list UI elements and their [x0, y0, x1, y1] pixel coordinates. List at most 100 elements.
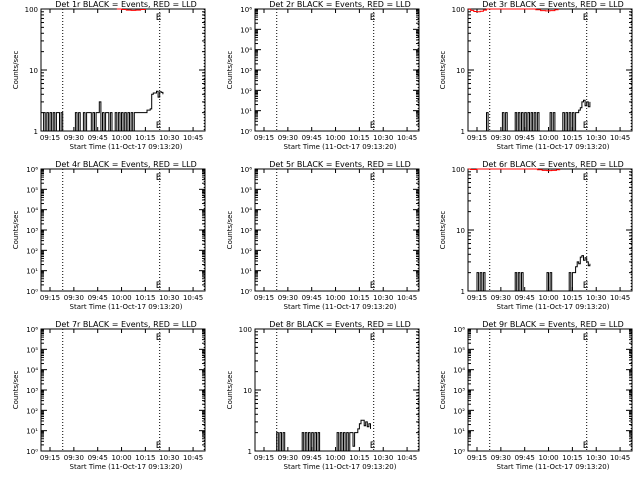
y-tick-label: 10⁰ [240, 128, 252, 136]
y-tick-label: 10⁰ [26, 448, 38, 456]
chart-title: Det 9r BLACK = Events, RED = LLD [482, 320, 624, 329]
x-tick-label: 10:15 [135, 294, 155, 302]
x-tick-label: 10:30 [373, 134, 393, 142]
y-tick-label: 10³ [26, 227, 38, 235]
y-tick-label: 10² [240, 247, 252, 255]
event-marker-bottom: E [156, 121, 162, 131]
y-tick-label: 10⁶ [240, 166, 252, 174]
event-marker-top: E [156, 333, 162, 343]
x-tick-label: 09:30 [491, 134, 511, 142]
y-tick-label: 10⁴ [453, 367, 465, 375]
x-tick-label: 09:45 [302, 454, 322, 462]
y-tick-label: 10⁵ [26, 186, 38, 194]
x-tick-label: 10:00 [111, 294, 131, 302]
plot-frame [467, 328, 633, 452]
x-tick-label: 09:15 [40, 134, 60, 142]
event-marker-top: E [370, 333, 376, 343]
x-axis-label: Start Time (11-Oct-17 09:13:20) [70, 463, 183, 471]
chart-title: Det 2r BLACK = Events, RED = LLD [269, 0, 411, 9]
x-axis-label: Start Time (11-Oct-17 09:13:20) [497, 463, 610, 471]
x-axis-label: Start Time (11-Oct-17 09:13:20) [497, 303, 610, 311]
y-tick-label: 10⁶ [453, 326, 465, 334]
x-tick-label: 10:45 [610, 134, 630, 142]
x-tick-label: 09:45 [302, 294, 322, 302]
x-tick-label: 09:15 [254, 454, 274, 462]
y-tick-label: 1 [248, 448, 252, 456]
x-tick-label: 09:45 [302, 134, 322, 142]
event-marker-top: E [370, 13, 376, 23]
x-tick-label: 09:15 [467, 294, 487, 302]
y-tick-label: 1 [34, 128, 38, 136]
x-tick-label: 09:30 [491, 454, 511, 462]
x-tick-label: 10:00 [538, 454, 558, 462]
y-axis-label: Counts/sec [439, 371, 447, 410]
x-tick-label: 09:30 [278, 294, 298, 302]
x-tick-label: 09:15 [254, 134, 274, 142]
y-tick-label: 10² [26, 407, 38, 415]
x-tick-label: 09:45 [515, 134, 535, 142]
x-tick-label: 09:30 [278, 134, 298, 142]
x-tick-label: 10:00 [538, 294, 558, 302]
y-tick-label: 10⁵ [240, 186, 252, 194]
x-tick-label: 10:00 [325, 134, 345, 142]
y-tick-label: 10³ [26, 387, 38, 395]
x-tick-label: 10:15 [562, 454, 582, 462]
y-tick-label: 10¹ [26, 428, 38, 436]
x-axis-label: Start Time (11-Oct-17 09:13:20) [497, 143, 610, 151]
x-tick-label: 09:15 [254, 294, 274, 302]
x-tick-label: 09:45 [88, 454, 108, 462]
x-tick-label: 10:30 [159, 134, 179, 142]
chart-title: Det 7r BLACK = Events, RED = LLD [55, 320, 197, 329]
y-tick-label: 10³ [240, 227, 252, 235]
y-tick-label: 10⁶ [26, 166, 38, 174]
chart-title: Det 6r BLACK = Events, RED = LLD [482, 160, 624, 169]
x-tick-label: 10:30 [586, 454, 606, 462]
chart-panel-5: Det 5r BLACK = Events, RED = LLD 09:15 09:… [226, 160, 420, 311]
x-tick-label: 10:45 [397, 294, 417, 302]
event-marker-bottom: E [583, 121, 589, 131]
x-tick-label: 10:30 [586, 294, 606, 302]
y-tick-label: 10³ [453, 387, 465, 395]
y-axis-label: Counts/sec [12, 51, 20, 90]
y-tick-label: 10² [26, 247, 38, 255]
chart-title: Det 5r BLACK = Events, RED = LLD [269, 160, 411, 169]
x-tick-label: 09:15 [40, 454, 60, 462]
y-tick-label: 10¹ [240, 268, 252, 276]
x-tick-label: 10:45 [397, 454, 417, 462]
y-tick-label: 10⁴ [26, 207, 38, 215]
x-tick-label: 10:30 [159, 294, 179, 302]
event-marker-bottom: E [370, 281, 376, 291]
x-tick-label: 10:00 [538, 134, 558, 142]
x-tick-label: 10:30 [373, 454, 393, 462]
y-axis-label: Counts/sec [226, 211, 234, 250]
chart-panel-2: Det 2r BLACK = Events, RED = LLD 09:15 09:… [226, 0, 420, 151]
y-tick-label: 10⁵ [453, 346, 465, 354]
x-tick-label: 10:15 [562, 294, 582, 302]
chart-panel-7: Det 7r BLACK = Events, RED = LLD 09:15 09:… [12, 320, 206, 471]
x-tick-label: 10:30 [373, 294, 393, 302]
event-marker-top: E [156, 173, 162, 183]
y-tick-label: 10 [243, 387, 252, 395]
y-tick-label: 10 [29, 67, 38, 75]
x-tick-label: 09:30 [64, 294, 84, 302]
x-tick-label: 10:45 [183, 134, 203, 142]
y-tick-label: 10² [453, 407, 465, 415]
x-tick-label: 10:15 [349, 454, 369, 462]
x-axis-label: Start Time (11-Oct-17 09:13:20) [70, 143, 183, 151]
chart-title: Det 4r BLACK = Events, RED = LLD [55, 160, 197, 169]
events-series [475, 255, 591, 292]
chart-panel-9: Det 9r BLACK = Events, RED = LLD 09:15 09:… [439, 320, 633, 471]
y-axis-label: Counts/sec [226, 371, 234, 410]
y-tick-label: 10² [240, 87, 252, 95]
x-tick-label: 10:00 [111, 134, 131, 142]
x-tick-label: 10:30 [159, 454, 179, 462]
x-tick-label: 09:45 [515, 294, 535, 302]
lld-series [116, 8, 146, 11]
y-tick-label: 10¹ [240, 108, 252, 116]
chart-title: Det 3r BLACK = Events, RED = LLD [482, 0, 624, 9]
x-tick-label: 10:15 [135, 454, 155, 462]
x-tick-label: 09:15 [40, 294, 60, 302]
y-tick-label: 10 [456, 227, 465, 235]
plot-frame [254, 168, 420, 292]
y-axis-label: Counts/sec [439, 51, 447, 90]
